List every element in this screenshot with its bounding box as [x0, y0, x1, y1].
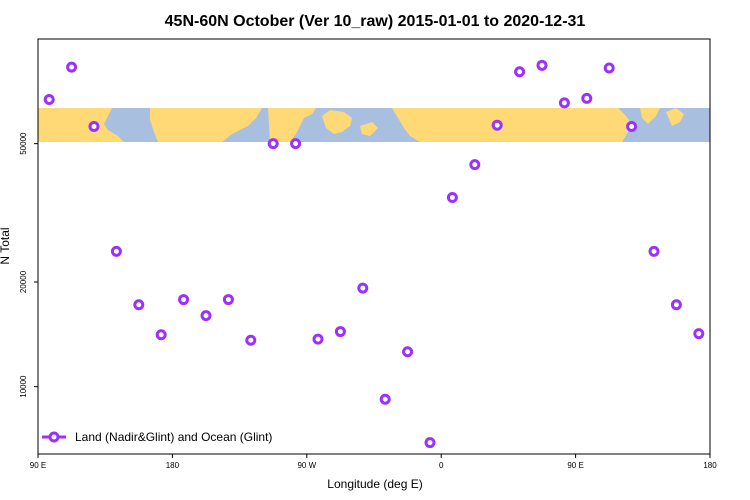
data-points [43, 59, 705, 449]
data-point [514, 66, 526, 78]
data-point [402, 346, 414, 358]
data-point [581, 92, 593, 104]
map-land-patch [268, 108, 316, 142]
data-point [200, 310, 212, 322]
legend-marker [48, 431, 60, 443]
data-point [178, 294, 190, 306]
map-land-patch [640, 108, 660, 124]
data-point [334, 326, 346, 338]
x-axis-label: Longitude (deg E) [327, 477, 422, 491]
x-tick-label: 90 W [297, 461, 316, 470]
data-point [648, 245, 660, 257]
data-point [245, 334, 257, 346]
data-point [290, 138, 302, 150]
data-point [558, 97, 570, 109]
data-point [626, 121, 638, 133]
map-land-patch [392, 108, 632, 142]
chart-title: 45N-60N October (Ver 10_raw) 2015-01-01 … [165, 13, 586, 30]
data-point [222, 294, 234, 306]
data-point [312, 333, 324, 345]
data-point [670, 299, 682, 311]
map-land-patch [322, 110, 352, 134]
map-land-patch [150, 108, 262, 142]
y-axis: 10000 20000 50000 [19, 132, 38, 398]
data-point [267, 138, 279, 150]
data-point [469, 159, 481, 171]
x-tick-label: 90 E [567, 461, 583, 470]
x-tick-label: 180 [703, 461, 717, 470]
map-land-patch [666, 108, 684, 126]
data-point [88, 121, 100, 133]
x-tick-label: 0 [439, 461, 444, 470]
x-tick-label: 90 E [30, 461, 46, 470]
data-point [446, 191, 458, 203]
data-point [110, 245, 122, 257]
world-map-band [38, 108, 710, 142]
legend: Land (Nadir&Glint) and Ocean (Glint) [42, 430, 272, 444]
legend-label: Land (Nadir&Glint) and Ocean (Glint) [75, 430, 272, 444]
data-point [133, 299, 145, 311]
y-tick-label: 50000 [19, 132, 28, 155]
map-land-patch [360, 122, 378, 136]
y-tick-label: 20000 [19, 270, 28, 293]
x-tick-label: 180 [166, 461, 180, 470]
plot-area-frame [37, 38, 711, 455]
data-point [693, 328, 705, 340]
data-point [357, 282, 369, 294]
data-point [155, 329, 167, 341]
y-axis-label: N Total [0, 227, 12, 264]
data-point [536, 59, 548, 71]
data-point [379, 393, 391, 405]
data-point [43, 93, 55, 105]
map-land-patch [38, 108, 124, 142]
data-point [491, 119, 503, 131]
data-point [424, 437, 436, 449]
data-point [603, 62, 615, 74]
y-tick-label: 10000 [19, 375, 28, 398]
x-axis: 90 E 180 90 W 0 90 E 180 [30, 454, 717, 470]
data-point [66, 61, 78, 73]
